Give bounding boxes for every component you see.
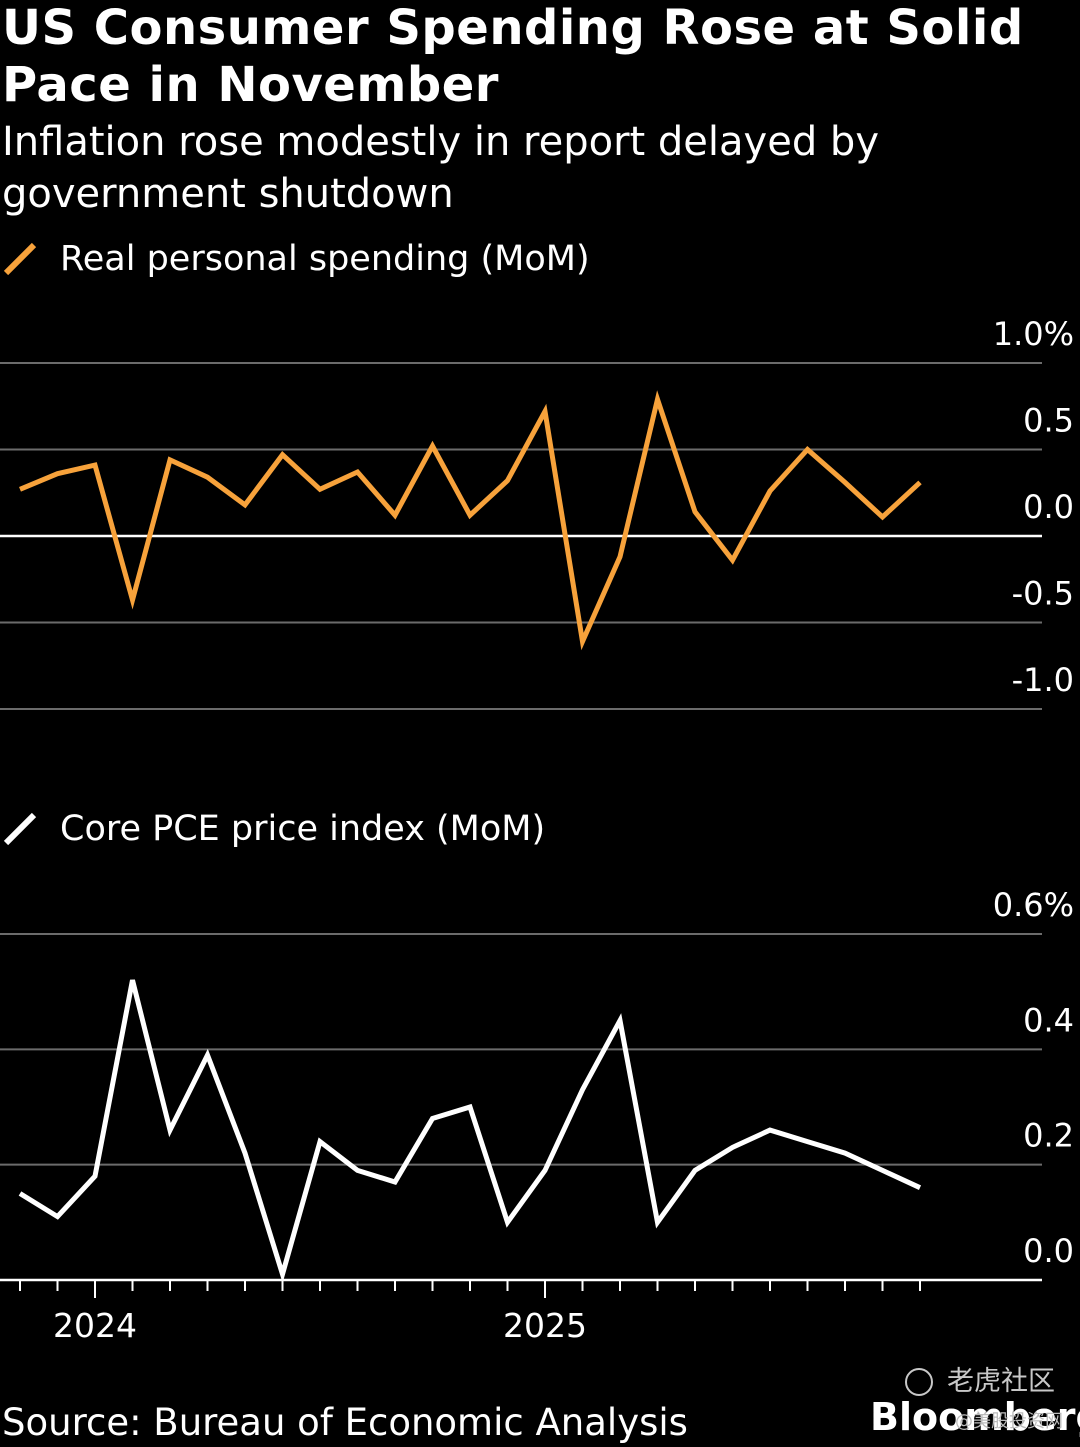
data-point-pce-2023-11 [18,1192,22,1196]
data-point-pce-2023-12 [56,1215,60,1219]
source-note: Source: Bureau of Economic Analysis [2,1401,688,1444]
y-tick-label-spending-3: -0.5 [1012,575,1074,613]
x-tick-label-2025: 2025 [503,1306,587,1345]
data-point-pce-2025-01 [543,1168,547,1172]
watermark: 老虎社区 [905,1364,1055,1400]
data-point-spending-2025-02 [581,640,585,644]
data-point-pce-2025-11 [918,1186,922,1190]
y-tick-label-pce-2: 0.2 [1023,1117,1074,1155]
y-tick-label-spending-0: 1.0% [993,315,1074,353]
legend-swatch-spending [3,242,37,276]
data-point-pce-2025-02 [581,1088,585,1092]
data-point-spending-2025-05 [693,510,697,514]
spending-line [19,390,922,651]
data-point-pce-2024-08 [356,1168,360,1172]
data-point-spending-2025-04 [656,397,660,401]
data-point-pce-2024-01 [93,1174,97,1178]
data-point-pce-2024-12 [506,1220,510,1224]
data-point-spending-2024-04 [206,475,210,479]
y-tick-label-spending-2: 0.0 [1023,488,1074,526]
data-point-spending-2024-06 [281,453,285,457]
y-tick-label-spending-4: -1.0 [1012,661,1074,699]
data-point-pce-2024-10 [431,1117,435,1121]
x-tick-label-2024: 2024 [53,1306,137,1345]
legend-swatch-pce [3,812,37,846]
data-point-pce-2024-02 [131,978,135,982]
data-point-pce-2025-04 [656,1220,660,1224]
data-point-pce-2024-07 [318,1140,322,1144]
y-tick-label-spending-1: 0.5 [1023,402,1074,440]
data-point-spending-2024-08 [356,470,360,474]
data-point-pce-2025-10 [881,1168,885,1172]
data-point-spending-2024-01 [93,463,97,467]
data-point-spending-2024-03 [168,458,172,462]
data-point-spending-2025-01 [543,409,547,413]
watermark-handle: @美股投资网 [955,1411,1063,1432]
data-point-pce-2025-09 [843,1151,847,1155]
watermark-icon [905,1368,933,1396]
data-point-spending-2025-11 [918,480,922,484]
data-point-spending-2024-12 [506,479,510,483]
data-point-spending-2025-07 [768,489,772,493]
data-point-spending-2024-07 [318,487,322,491]
y-tick-label-pce-3: 0.0 [1023,1232,1074,1270]
data-point-spending-2024-02 [131,598,135,602]
brand-logo: Bloomberg [870,1395,1080,1439]
data-point-spending-2024-10 [431,444,435,448]
data-point-pce-2024-03 [168,1128,172,1132]
data-point-spending-2024-11 [468,513,472,517]
data-point-pce-2025-03 [618,1019,622,1023]
y-tick-label-pce-0: 0.6% [993,886,1074,924]
data-point-pce-2024-05 [243,1151,247,1155]
y-tick-label-pce-1: 0.4 [1023,1001,1074,1039]
data-point-spending-2024-05 [243,503,247,507]
watermark-text: 老虎社区 [947,1366,1055,1397]
data-point-spending-2025-09 [843,480,847,484]
pce-line [18,979,922,1284]
data-point-pce-2024-04 [206,1053,210,1057]
data-point-pce-2024-06 [281,1272,285,1276]
data-point-spending-2025-08 [806,448,810,452]
data-point-pce-2025-07 [768,1128,772,1132]
data-point-spending-2025-06 [731,558,735,562]
data-point-pce-2025-05 [693,1168,697,1172]
legend-spending: Real personal spending (MoM) [2,239,590,279]
data-point-pce-2025-08 [806,1140,810,1144]
data-point-pce-2025-06 [731,1145,735,1149]
data-point-spending-2025-10 [881,515,885,519]
chart-title: US Consumer Spending Rose at Solid Pace … [2,0,1024,113]
data-point-spending-2025-03 [618,555,622,559]
chart-subtitle: Inflation rose modestly in report delaye… [2,119,879,217]
legend-label-spending: Real personal spending (MoM) [60,239,590,279]
legend-pce: Core PCE price index (MoM) [2,809,545,849]
data-point-pce-2024-11 [468,1105,472,1109]
data-point-spending-2023-12 [56,472,60,476]
data-point-spending-2023-11 [18,487,22,491]
legend-label-pce: Core PCE price index (MoM) [60,809,546,849]
data-point-pce-2024-09 [393,1180,397,1184]
data-point-spending-2024-09 [393,513,397,517]
